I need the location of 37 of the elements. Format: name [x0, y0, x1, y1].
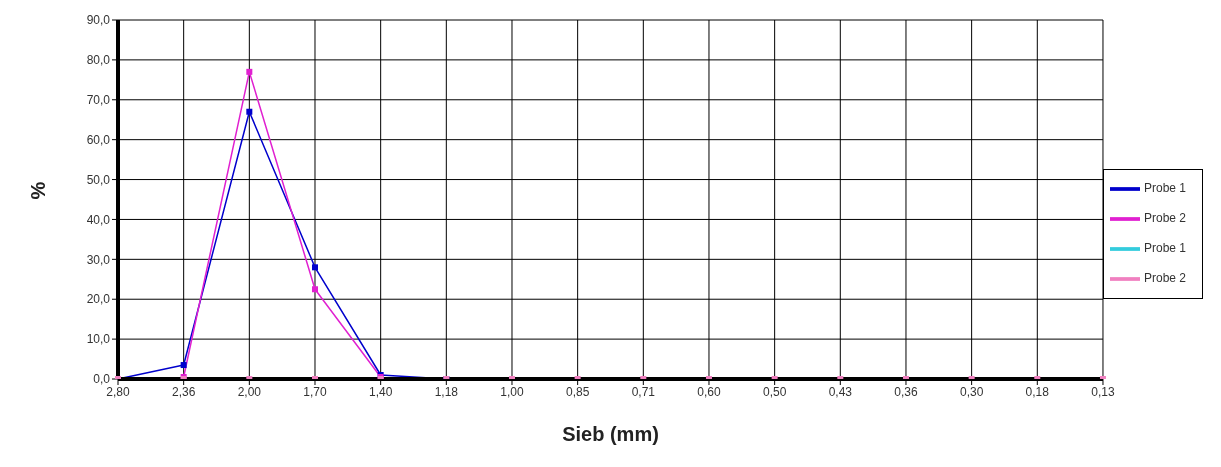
x-tick-label: 1,40 — [368, 384, 393, 399]
point — [180, 362, 187, 369]
y-tick-label: 80,0 — [86, 53, 111, 68]
x-tick-label: 1,70 — [303, 384, 327, 399]
x-tick-label: 0,30 — [959, 384, 984, 399]
x-tick-label: 1,18 — [434, 384, 459, 399]
y-tick-label: 30,0 — [86, 252, 111, 267]
y-tick-label: 50,0 — [86, 172, 111, 187]
y-tick-label: 0,0 — [93, 372, 111, 387]
y-tick-label: 60,0 — [86, 132, 111, 147]
x-tick-label: 0,50 — [762, 384, 787, 399]
y-tick-label: 90,0 — [86, 13, 111, 28]
y-tick-label: 20,0 — [86, 292, 111, 307]
y-tick-label: 10,0 — [86, 332, 111, 347]
y-tick-label: 40,0 — [86, 212, 111, 227]
y-axis-title: % — [27, 181, 50, 200]
x-axis-title: Sieb (mm) — [562, 423, 659, 445]
x-tick-label: 0,60 — [697, 384, 721, 399]
x-tick-label: 2,00 — [237, 384, 262, 399]
x-tick-label: 2,36 — [171, 384, 196, 399]
legend-label: Probe 1 — [1143, 240, 1186, 255]
x-tick-label: 0,18 — [1025, 384, 1050, 399]
x-tick-label: 0,85 — [565, 384, 590, 399]
x-tick-label: 1,00 — [500, 384, 524, 399]
point — [246, 108, 253, 115]
y-tick-label: 70,0 — [86, 93, 111, 108]
x-tick-label: 0,13 — [1091, 384, 1115, 399]
x-tick-label: 2,80 — [106, 384, 130, 399]
point — [246, 68, 253, 75]
legend-label: Probe 1 — [1143, 180, 1186, 195]
point — [311, 286, 318, 293]
legend-label: Probe 2 — [1143, 270, 1186, 285]
x-tick-label: 0,71 — [631, 384, 656, 399]
x-tick-label: 0,36 — [894, 384, 918, 399]
x-tick-label: 0,43 — [828, 384, 853, 399]
point — [311, 264, 318, 271]
legend-label: Probe 2 — [1143, 210, 1186, 225]
